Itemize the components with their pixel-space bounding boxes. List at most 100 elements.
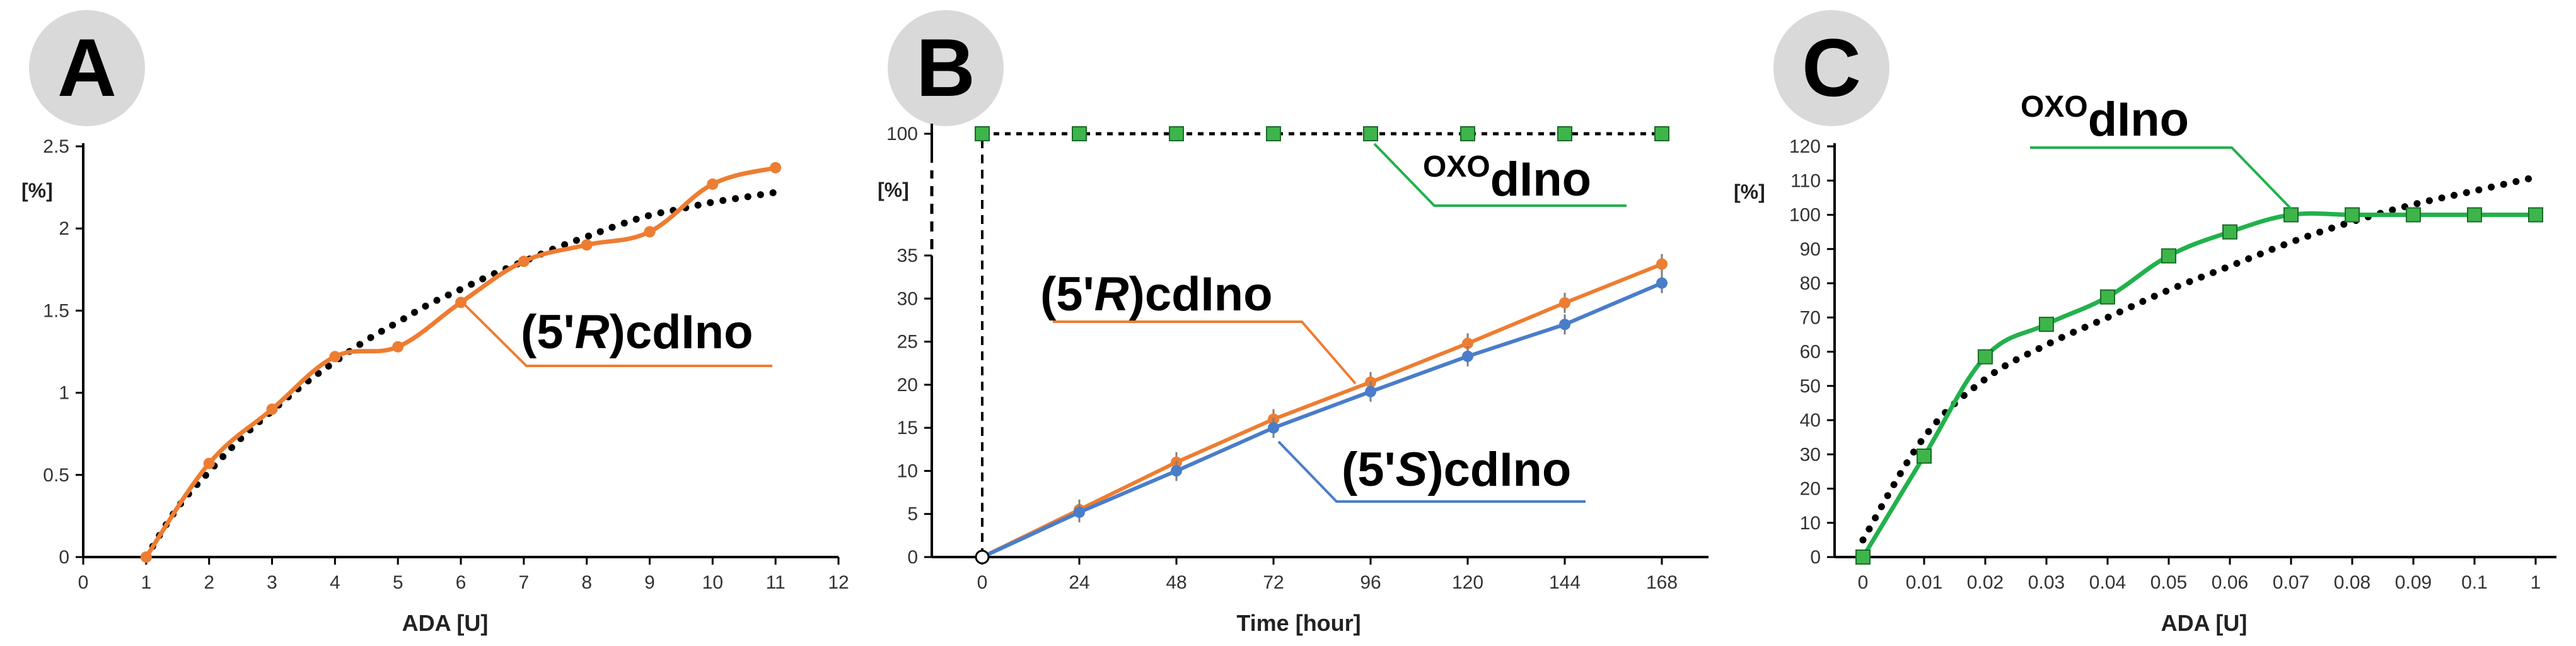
- annotation-5r-b-suffix: )cdIno: [1129, 267, 1273, 321]
- data-point-oxo-b: [1654, 126, 1669, 141]
- x-tick-label-a: 0: [78, 572, 89, 593]
- x-tick-label-a: 4: [330, 572, 340, 593]
- data-point-oxo-c: [2406, 207, 2421, 223]
- y-axis-unit-a: [%]: [21, 179, 53, 202]
- data-point-oxo-b: [1072, 126, 1087, 141]
- x-tick-label-c: 1: [2531, 572, 2541, 593]
- x-tick-label-b: 120: [1452, 572, 1483, 593]
- x-tick-label-a: 8: [581, 572, 592, 593]
- x-tick-label-b: 0: [977, 572, 988, 593]
- annotation-oxo-c-tail: dIno: [2088, 93, 2189, 146]
- data-point-a: [644, 226, 656, 238]
- y-axis-unit-b: [%]: [878, 179, 909, 201]
- y-tick-label-a: 0: [59, 547, 69, 568]
- y-tick-label-b: 10: [897, 461, 918, 481]
- data-point-5s-b: [1171, 465, 1182, 477]
- y-tick-label-b: 100: [886, 124, 918, 144]
- y-tick-label-b: 30: [897, 288, 918, 309]
- panel-letter-c: C: [1802, 21, 1861, 114]
- origin-marker-b: [975, 549, 990, 565]
- x-tick-label-a: 2: [204, 572, 214, 593]
- y-tick-label-c: 80: [1800, 273, 1821, 294]
- annotation-5s-b-prefix: (5': [1342, 443, 1396, 496]
- data-point-a: [266, 403, 278, 415]
- x-tick-label-c: 0.09: [2395, 572, 2432, 593]
- x-tick-label-b: 48: [1166, 572, 1186, 593]
- y-tick-label-b: 15: [897, 418, 918, 438]
- trendline-c: [1859, 173, 2539, 544]
- trendline-a: [142, 189, 779, 561]
- y-tick-label-c: 110: [1790, 170, 1821, 191]
- data-point-oxo-b: [1460, 126, 1475, 141]
- y-tick-label-a: 2: [59, 218, 69, 239]
- data-point-a: [203, 457, 215, 469]
- y-tick-label-c: 60: [1800, 342, 1821, 363]
- y-tick-label-c: 0: [1810, 547, 1821, 568]
- data-point-oxo-c: [1978, 349, 1993, 365]
- annotation-5r-b: (5'R)cdIno: [1040, 267, 1273, 321]
- x-tick-label-c: 0: [1858, 572, 1869, 593]
- y-tick-label-c: 50: [1800, 376, 1821, 397]
- y-tick-label-b: 35: [897, 245, 918, 266]
- annotation-5s-b-suffix: )cdIno: [1427, 443, 1571, 496]
- series-line-5s-b: [981, 281, 1663, 559]
- annotation-5r-b-stereo: R: [1094, 267, 1129, 321]
- data-point-5s-b: [1268, 422, 1279, 434]
- x-tick-label-b: 144: [1549, 572, 1581, 593]
- y-tick-label-c: 30: [1800, 444, 1821, 465]
- data-point-oxo-c: [1917, 448, 1932, 464]
- y-tick-label-b: 20: [897, 375, 918, 396]
- annotation-oxo-b-tail: dIno: [1490, 153, 1591, 206]
- x-tick-label-c: 0.08: [2334, 572, 2370, 593]
- annotation-5r-a-suffix: )cdIno: [610, 305, 753, 359]
- x-axis-title-a: ADA [U]: [402, 610, 489, 636]
- data-point-oxo-b: [975, 126, 990, 141]
- data-point-a: [707, 178, 719, 190]
- annotation-leader-a: [459, 299, 772, 367]
- x-tick-label-c: 0.04: [2089, 572, 2126, 593]
- data-point-a: [581, 239, 593, 251]
- y-tick-label-a: 1: [59, 383, 69, 404]
- data-point-oxo-c: [2161, 248, 2176, 264]
- data-point-oxo-c: [2345, 207, 2360, 223]
- y-tick-label-c: 20: [1800, 479, 1821, 500]
- y-tick-label-c: 100: [1789, 205, 1821, 226]
- y-tick-label-b: 0: [907, 547, 918, 568]
- data-point-oxo-b: [1169, 126, 1184, 141]
- x-axis-title-b: Time [hour]: [1236, 610, 1361, 636]
- chart-panel-c: 0 0.01 0.02 0.03 0.04 0.05 0.06 0.07 0.08 0.09 0.1…: [1789, 90, 2556, 593]
- x-tick-label-a: 3: [267, 572, 277, 593]
- data-point-a: [140, 551, 152, 563]
- panel-badge-a: A: [29, 10, 145, 126]
- x-tick-label-a: 1: [141, 572, 151, 593]
- annotation-leader-c: [2030, 146, 2293, 211]
- y-tick-label-c: 90: [1800, 239, 1821, 260]
- x-tick-label-a: 11: [766, 572, 786, 593]
- data-point-a: [518, 255, 530, 267]
- y-tick-label-c: 120: [1789, 136, 1821, 157]
- annotation-5s-b: (5'S)cdIno: [1342, 443, 1571, 496]
- data-point-oxo-c: [2222, 224, 2237, 240]
- series-line-oxo-c: [1861, 211, 2536, 558]
- data-point-5r-b: [1559, 297, 1570, 309]
- panel-letter-b: B: [916, 21, 975, 114]
- annotation-oxo-b: OXOdIno: [1423, 150, 1591, 206]
- x-tick-label-a: 6: [456, 572, 467, 593]
- y-tick-label-c: 10: [1800, 513, 1821, 534]
- data-point-oxo-b: [1266, 126, 1281, 141]
- panel-badge-b: B: [888, 10, 1004, 126]
- annotation-5s-b-stereo: S: [1396, 443, 1428, 496]
- data-point-5r-b: [1462, 338, 1473, 349]
- x-tick-label-a: 9: [644, 572, 655, 593]
- panel-letter-a: A: [57, 21, 117, 114]
- x-tick-label-b: 96: [1360, 572, 1381, 593]
- data-point-5s-b: [1074, 506, 1085, 518]
- x-tick-label-c: 0.05: [2150, 572, 2187, 593]
- data-point-oxo-b: [1557, 126, 1572, 141]
- data-point-a: [329, 351, 341, 363]
- x-tick-label-b: 24: [1069, 572, 1089, 593]
- annotation-5r-b-prefix: (5': [1040, 267, 1094, 321]
- annotation-leader-oxo-b: [1373, 143, 1627, 207]
- chart-panel-b: 0 24 48 72 96 120 144 16805101520253035100(5'R)…: [886, 124, 1709, 593]
